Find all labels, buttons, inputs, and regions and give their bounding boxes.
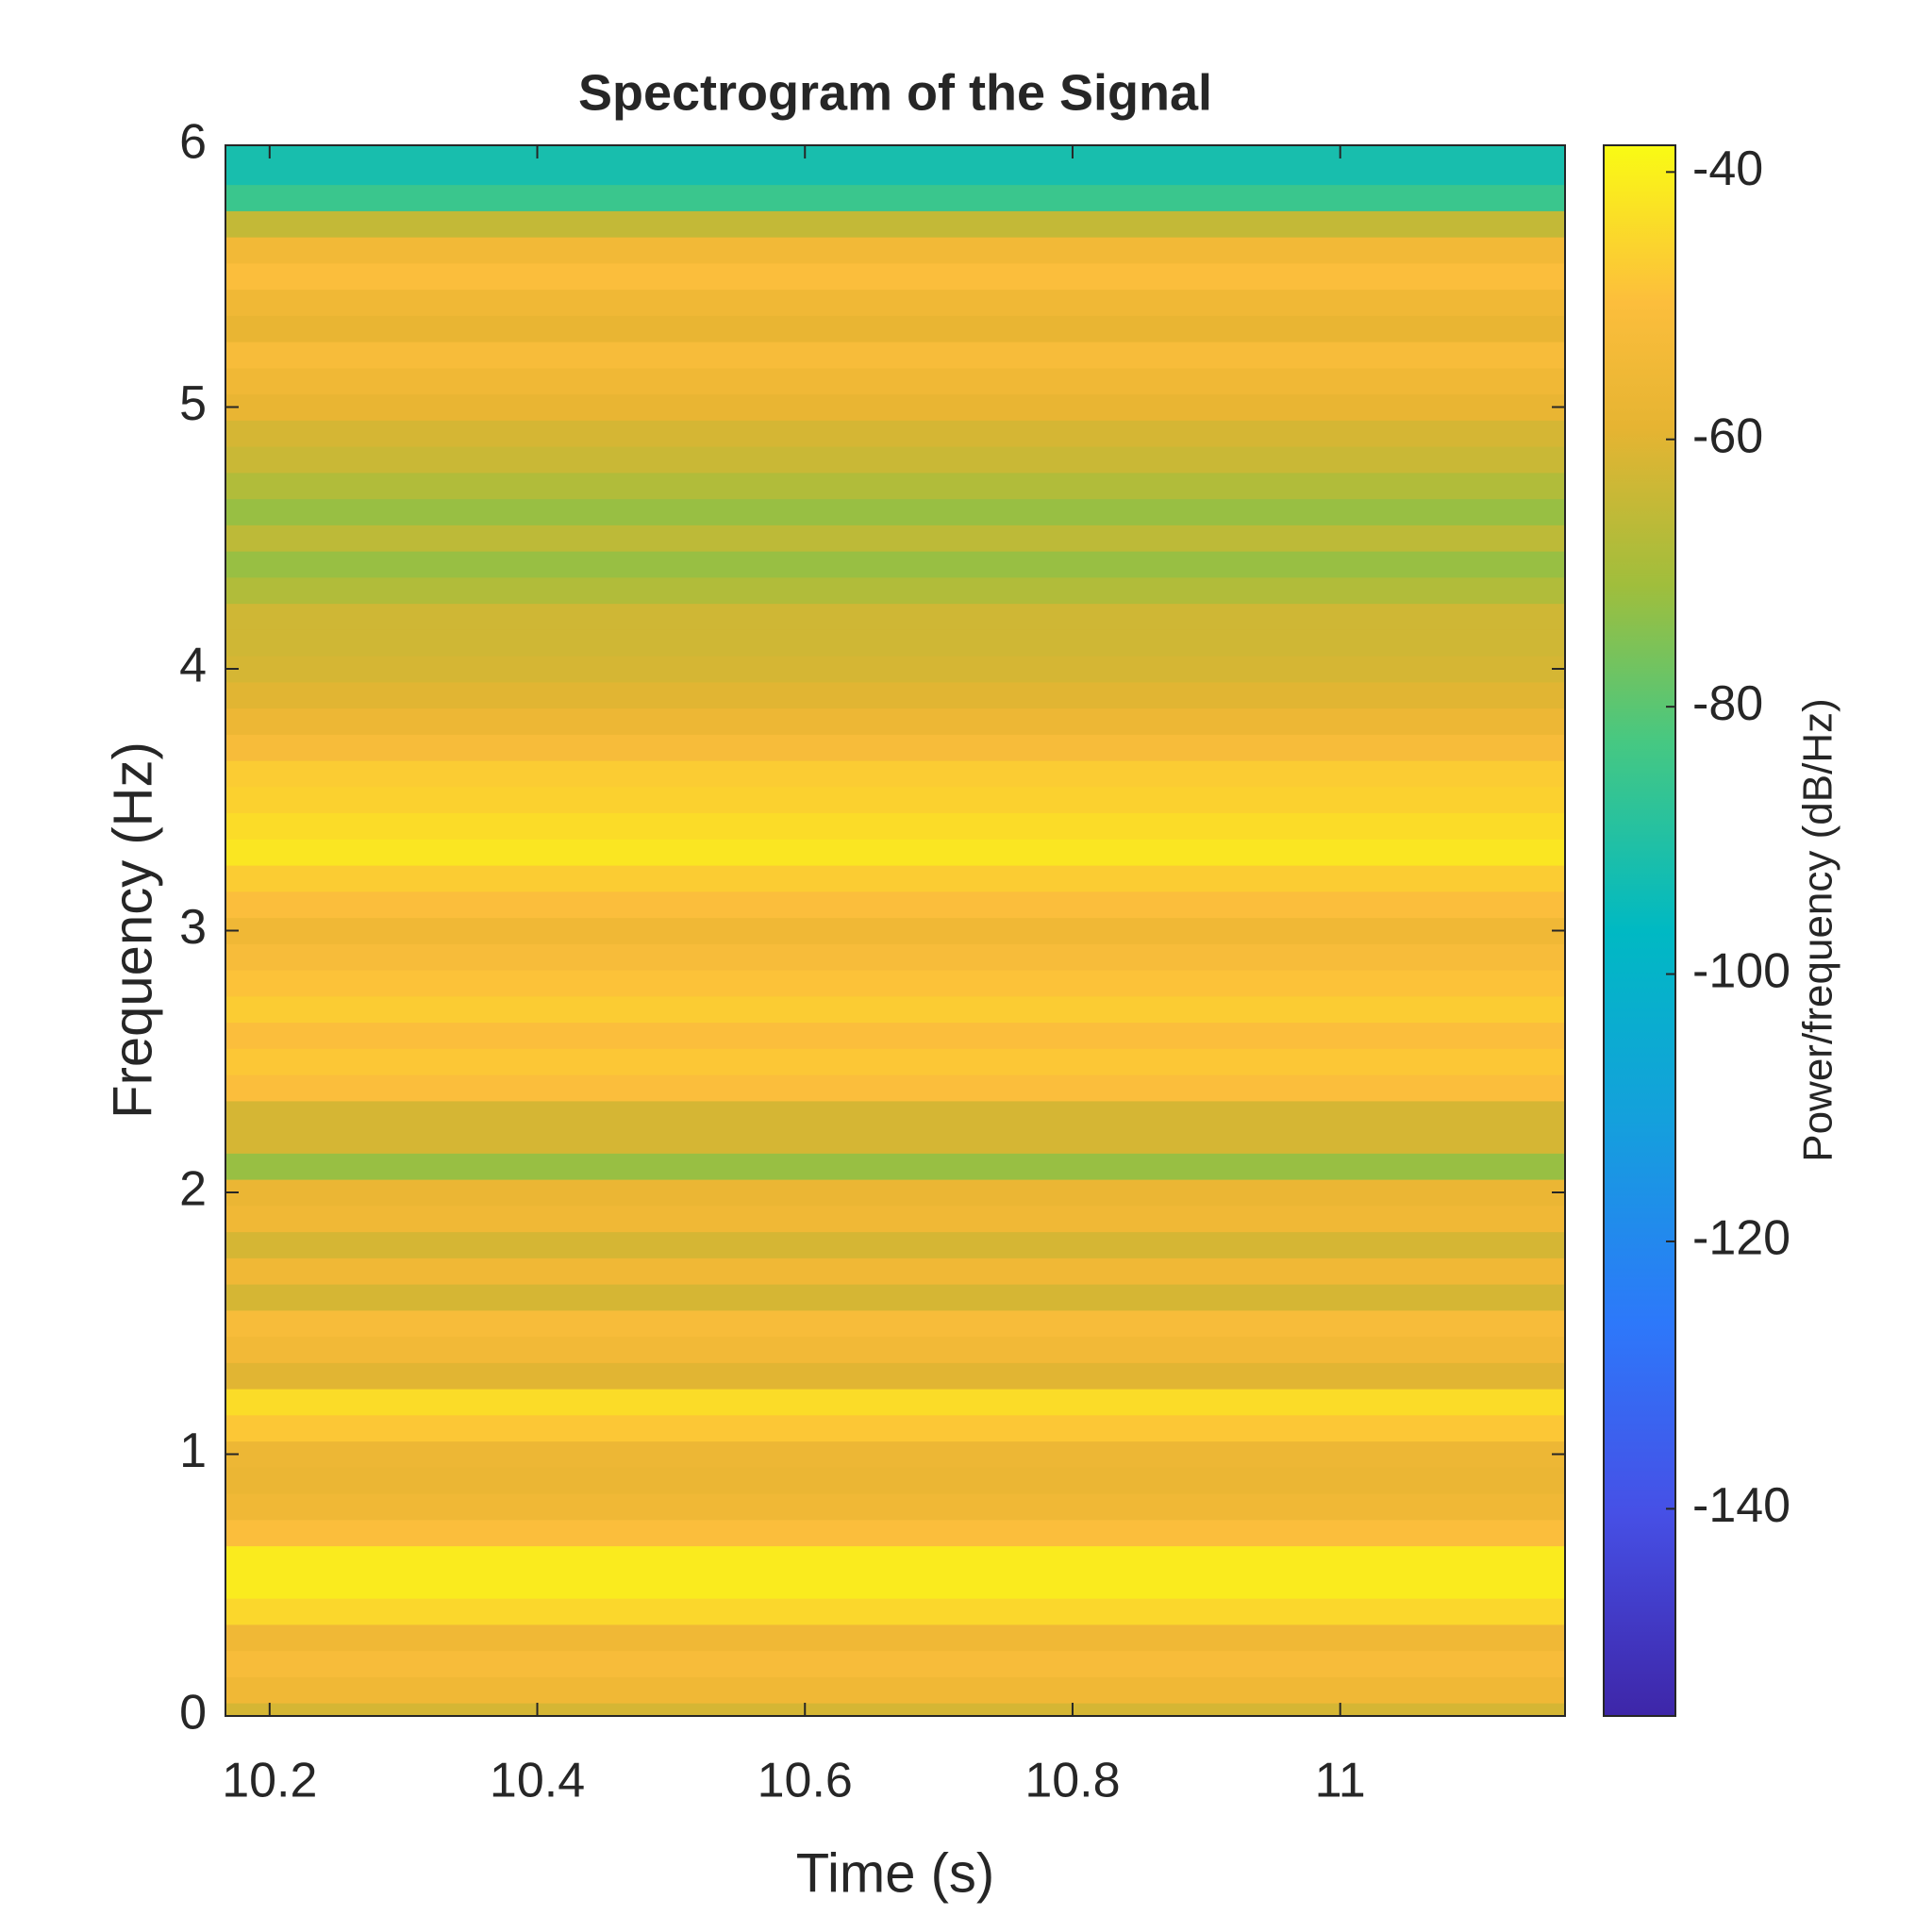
spectrogram-row	[225, 576, 1565, 605]
spectrogram-row	[225, 498, 1565, 525]
spectrogram-row	[225, 1074, 1565, 1102]
x-tick-label: 10.8	[1024, 1754, 1120, 1808]
y-tick-label: 2	[179, 1162, 207, 1217]
y-tick-label: 6	[179, 115, 207, 170]
spectrogram-row	[225, 551, 1565, 578]
x-tick-label: 10.6	[758, 1754, 853, 1808]
spectrogram-row	[225, 1022, 1565, 1049]
spectrogram-row	[225, 812, 1565, 840]
colorbar-tick-label: -40	[1692, 142, 1763, 196]
axes: -40 -60 -80 -100 -120 -140 10.2 10.4 10.6 10.8 11 0…	[179, 115, 1790, 1808]
spectrogram-row	[225, 1467, 1565, 1494]
spectrogram-row	[225, 656, 1565, 683]
spectrogram-row	[225, 1545, 1565, 1573]
spectrogram-row	[225, 1284, 1565, 1311]
colorbar-tick-label: -60	[1692, 408, 1763, 463]
spectrogram-row	[225, 603, 1565, 630]
spectrogram-row	[225, 1179, 1565, 1207]
spectrogram-row	[225, 525, 1565, 552]
spectrogram-row	[225, 1598, 1565, 1625]
spectrogram-row	[225, 1441, 1565, 1468]
y-axis-label: Frequency (Hz)	[102, 741, 163, 1119]
spectrogram-row	[225, 786, 1565, 814]
spectrogram-row	[225, 289, 1565, 316]
spectrogram-row	[225, 1257, 1565, 1285]
spectrogram-row	[225, 145, 1565, 159]
spectrogram-row	[225, 629, 1565, 657]
spectrogram-row	[225, 472, 1565, 500]
colorbar-label: Power/frequency (dB/Hz)	[1795, 698, 1841, 1162]
spectrogram-row	[225, 210, 1565, 238]
spectrogram-row	[225, 158, 1565, 186]
spectrogram-row	[225, 970, 1565, 997]
spectrogram-row	[225, 1126, 1565, 1154]
x-tick-label: 11	[1315, 1754, 1366, 1808]
spectrogram-row	[225, 367, 1565, 395]
colorbar	[1603, 144, 1676, 1717]
spectrogram-row	[225, 1231, 1565, 1258]
colorbar-tick-label: -100	[1692, 943, 1790, 998]
x-tick-label: 10.2	[222, 1754, 317, 1808]
spectrogram-row	[225, 1703, 1565, 1717]
spectrogram-row	[225, 891, 1565, 919]
spectrogram-row	[225, 1624, 1565, 1652]
spectrogram-row	[225, 315, 1565, 342]
spectrogram-row	[225, 1572, 1565, 1599]
x-tick-label: 10.4	[490, 1754, 585, 1808]
spectrogram-row	[225, 393, 1565, 421]
heatmap	[225, 145, 1565, 1717]
spectrogram-row	[225, 446, 1565, 474]
spectrogram-row	[225, 708, 1565, 735]
colorbar-tick-label: -80	[1692, 676, 1763, 731]
spectrogram-row	[225, 420, 1565, 447]
spectrogram-row	[225, 734, 1565, 761]
spectrogram-row	[225, 917, 1565, 944]
spectrogram-row	[225, 1493, 1565, 1521]
y-tick-label: 3	[179, 900, 207, 955]
spectrogram-row	[225, 681, 1565, 709]
spectrogram-row	[225, 760, 1565, 788]
spectrogram-row	[225, 1153, 1565, 1180]
colorbar-tick-label: -140	[1692, 1478, 1790, 1533]
spectrogram-row	[225, 1676, 1565, 1704]
spectrogram-row	[225, 1414, 1565, 1442]
spectrogram-row	[225, 237, 1565, 264]
spectrogram-row	[225, 262, 1565, 291]
spectrogram-row	[225, 1519, 1565, 1547]
spectrogram-row	[225, 995, 1565, 1024]
spectrogram-row	[225, 839, 1565, 866]
spectrogram-row	[225, 341, 1565, 369]
y-tick-label: 1	[179, 1424, 207, 1478]
y-tick-label: 4	[179, 639, 207, 693]
y-tick-label: 0	[179, 1686, 207, 1740]
spectrogram-row	[225, 943, 1565, 971]
chart-title: Spectrogram of the Signal	[578, 64, 1212, 121]
y-tick-label: 5	[179, 376, 207, 431]
spectrogram-row	[225, 1389, 1565, 1416]
spectrogram-row	[225, 865, 1565, 892]
spectrogram-row	[225, 1336, 1565, 1363]
spectrogram-row	[225, 1048, 1565, 1075]
spectrogram-row	[225, 1362, 1565, 1390]
spectrogram-row	[225, 1650, 1565, 1677]
spectrogram-row	[225, 1100, 1565, 1128]
x-axis-label: Time (s)	[796, 1842, 994, 1904]
spectrogram-row	[225, 1309, 1565, 1338]
spectrogram-row	[225, 1205, 1565, 1233]
spectrogram-row	[225, 184, 1565, 211]
colorbar-tick-label: -120	[1692, 1211, 1790, 1266]
